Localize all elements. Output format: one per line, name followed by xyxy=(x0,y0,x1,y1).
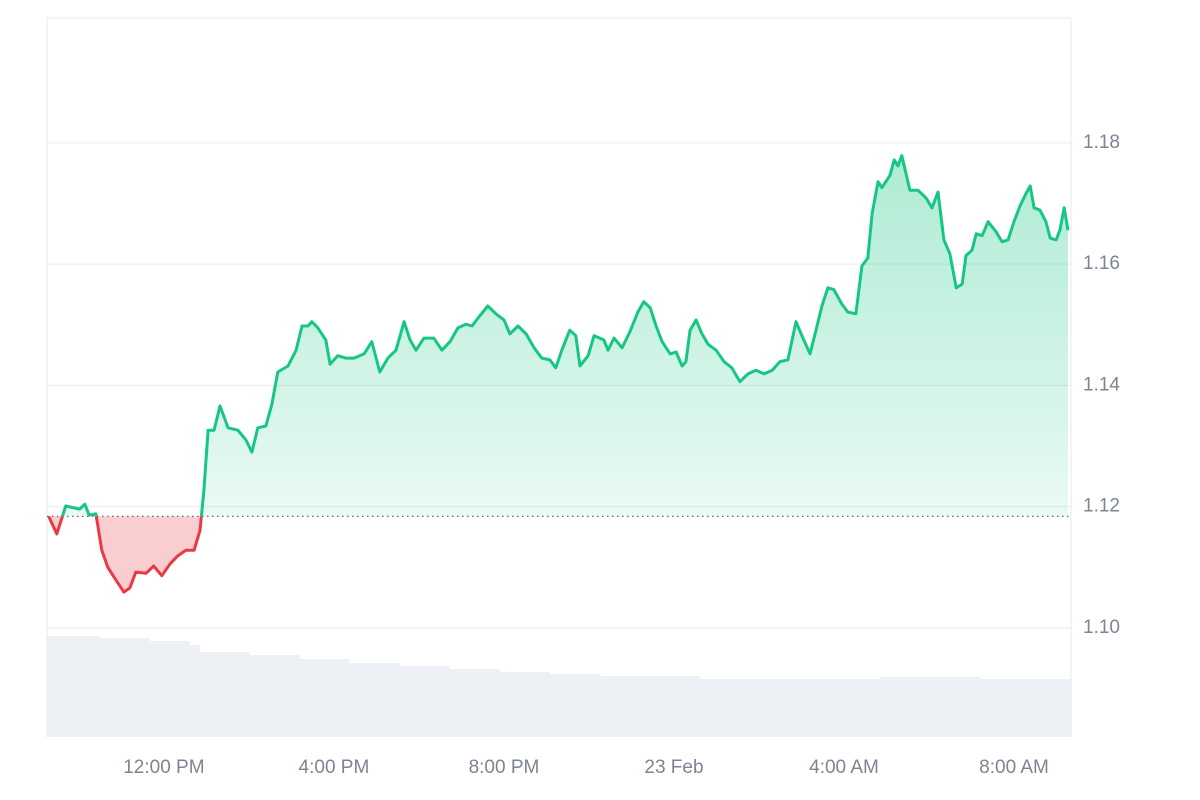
volume-bar xyxy=(189,645,201,737)
volume-bar xyxy=(350,663,400,737)
volume-bar xyxy=(500,672,550,737)
volume-bar xyxy=(99,638,150,737)
volume-bar xyxy=(600,676,700,737)
volume-layer xyxy=(47,636,1071,737)
volume-bar xyxy=(200,652,250,737)
plot-layer xyxy=(47,154,1071,594)
x-tick-label: 8:00 AM xyxy=(979,757,1049,778)
volume-bar xyxy=(549,674,601,737)
label-layer: 1.10 1.12 1.14 1.16 1.18 12:00 PM 4:00 PM 8:00 … xyxy=(123,132,1120,778)
volume-bar xyxy=(880,677,981,737)
x-tick-label: 12:00 PM xyxy=(123,757,204,778)
volume-bar xyxy=(249,655,300,737)
volume-bar xyxy=(699,679,881,737)
line-up xyxy=(48,154,1070,517)
area-up xyxy=(48,155,1068,517)
x-tick-label: 4:00 AM xyxy=(809,757,879,778)
y-tick-label: 1.12 xyxy=(1083,496,1120,517)
y-tick-label: 1.14 xyxy=(1083,374,1120,395)
volume-bar xyxy=(399,666,450,737)
y-tick-label: 1.18 xyxy=(1083,132,1120,153)
area-down xyxy=(48,516,1068,593)
y-tick-label: 1.10 xyxy=(1083,617,1120,638)
volume-bar xyxy=(47,636,100,737)
y-tick-label: 1.16 xyxy=(1083,253,1120,274)
volume-bar xyxy=(299,659,351,737)
volume-bar xyxy=(149,641,190,737)
x-tick-label: 4:00 PM xyxy=(299,757,370,778)
x-tick-label: 8:00 PM xyxy=(469,757,540,778)
volume-bar xyxy=(449,669,501,737)
x-tick-label: 23 Feb xyxy=(644,757,703,778)
volume-bar xyxy=(980,679,1071,737)
